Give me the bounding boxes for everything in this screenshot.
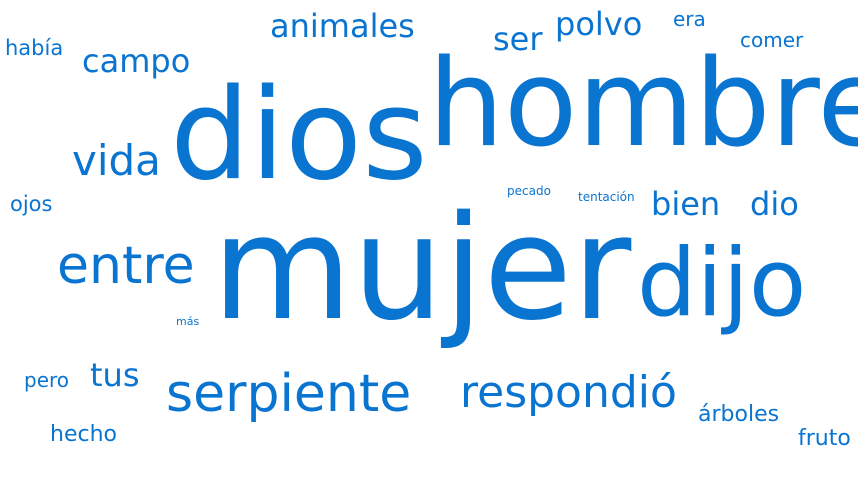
word-campo: campo xyxy=(82,42,191,80)
word-dijo: dijo xyxy=(637,229,807,338)
word-arboles: árboles xyxy=(698,402,780,427)
word-comer: comer xyxy=(740,28,804,52)
word-serpiente: serpiente xyxy=(166,364,412,424)
word-mas: más xyxy=(176,315,200,328)
word-habia: había xyxy=(5,36,64,60)
word-tentacion: tentación xyxy=(578,190,635,204)
word-fruto: fruto xyxy=(798,426,851,451)
word-hombre: hombre xyxy=(428,35,858,174)
word-ojos: ojos xyxy=(10,192,53,216)
word-dio: dio xyxy=(750,185,799,223)
word-bien: bien xyxy=(651,185,721,223)
word-ser: ser xyxy=(493,20,543,58)
word-era: era xyxy=(673,7,706,31)
word-hecho: hecho xyxy=(50,422,117,447)
word-polvo: polvo xyxy=(555,5,643,43)
word-mujer: mujer xyxy=(212,184,632,352)
word-pero: pero xyxy=(24,368,70,392)
word-animales: animales xyxy=(270,7,415,45)
word-respondio: respondió xyxy=(460,367,677,418)
word-entre: entre xyxy=(57,236,195,296)
word-pecado: pecado xyxy=(507,184,551,198)
word-tus: tus xyxy=(90,356,140,394)
word-vida: vida xyxy=(72,136,161,185)
word-dios: dios xyxy=(170,61,428,208)
